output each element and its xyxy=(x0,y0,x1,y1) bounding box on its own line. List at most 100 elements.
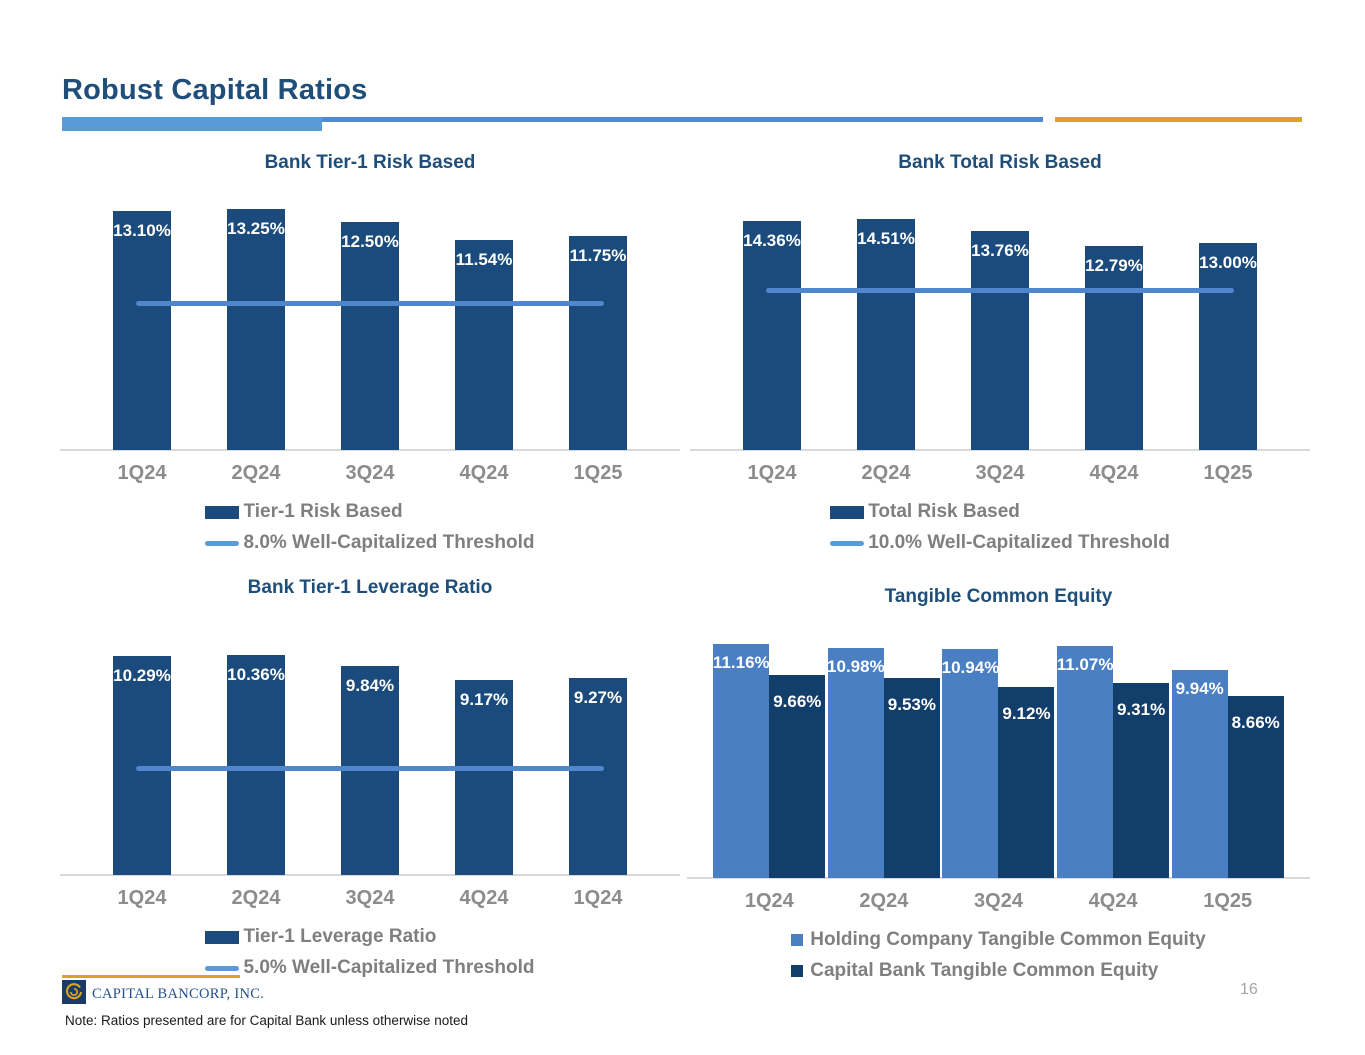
bar-value-label: 9.84% xyxy=(345,675,395,695)
chart-bank-total-risk-based: Bank Total Risk Based 14.36% 14.51% 13.76%… xyxy=(690,150,1310,563)
chart-title: Bank Total Risk Based xyxy=(898,152,1102,173)
x-axis: 1Q24 2Q24 3Q24 4Q24 1Q25 xyxy=(85,462,655,485)
bar-total-risk-based-1q24: 14.36% xyxy=(743,221,801,450)
bar-group-3q24-2: 9.84% xyxy=(313,620,427,875)
bar-tier-1-risk-based-3q24: 12.50% xyxy=(341,222,399,450)
footnote: Note: Ratios presented are for Capital B… xyxy=(65,1013,468,1028)
x-axis-label-0: 1Q24 xyxy=(117,887,167,909)
bar-group-1q24-0: 14.36% xyxy=(715,195,829,450)
x-axis-label-2: 3Q24 xyxy=(345,462,395,484)
bar-value-label: 13.00% xyxy=(1199,252,1257,272)
bar-tier-1-risk-based-1q25: 11.75% xyxy=(569,235,627,450)
chart-title: Bank Tier-1 Leverage Ratio xyxy=(247,577,493,598)
x-axis-label-1: 2Q24 xyxy=(861,462,911,484)
bar-capital-bank-tangible-common-equity-3q24: 9.12% xyxy=(998,686,1055,878)
threshold-line xyxy=(136,301,604,307)
legend: Tier-1 Risk Based 8.0% Well-Capitalized T… xyxy=(205,501,535,563)
bar-value-label: 9.31% xyxy=(1116,699,1166,719)
x-axis-label-1: 2Q24 xyxy=(231,887,281,909)
bar-total-risk-based-4q24: 12.79% xyxy=(1085,246,1143,450)
bar-value-label: 10.29% xyxy=(113,666,171,686)
bar-value-label: 11.16% xyxy=(712,652,770,672)
legend-line-swatch xyxy=(830,540,865,546)
bar-value-label: 8.66% xyxy=(1231,713,1280,733)
bar-value-label: 11.07% xyxy=(1056,654,1114,674)
company-logo: CAPITAL BANCORP, INC. xyxy=(62,975,264,1009)
x-axis-label-0: 1Q24 xyxy=(117,462,167,484)
bar-value-label: 10.36% xyxy=(227,664,285,684)
bar-value-label: 9.53% xyxy=(887,695,936,715)
chart-title: Bank Tier-1 Risk Based xyxy=(264,152,476,173)
bar-total-risk-based-3q24: 13.76% xyxy=(971,230,1029,450)
legend-label: Tier-1 Leverage Ratio xyxy=(243,926,437,947)
bar-holding-company-tangible-common-equity-4q24: 11.07% xyxy=(1056,645,1114,878)
legend-label: 8.0% Well-Capitalized Threshold xyxy=(243,532,535,553)
x-axis-label-3: 4Q24 xyxy=(1088,890,1138,912)
x-axis-label-4: 1Q25 xyxy=(573,462,623,484)
bar-holding-company-tangible-common-equity-1q24: 11.16% xyxy=(712,643,770,878)
plot-area: 11.16% 9.66% 10.98% 9.53% 10.94% 9.12% 11.07% 9… xyxy=(687,620,1310,879)
bar-value-label: 9.12% xyxy=(1002,703,1051,723)
bar-holding-company-tangible-common-equity-3q24: 10.94% xyxy=(941,648,1000,878)
bar-value-label: 13.25% xyxy=(227,218,285,238)
x-axis-label-2: 3Q24 xyxy=(975,462,1025,484)
bar-group-3q24-2: 10.94% 9.12% xyxy=(941,620,1056,878)
legend: Total Risk Based 10.0% Well-Capitalized T… xyxy=(830,501,1170,563)
bar-group-1q24-0: 10.29% xyxy=(85,620,199,875)
logo-gold-line xyxy=(62,975,240,978)
bar-group-2q24-1: 10.36% xyxy=(199,620,313,875)
bar-group-2q24-1: 13.25% xyxy=(199,195,313,450)
legend-label: Total Risk Based xyxy=(868,501,1020,522)
bar-tier-1-leverage-ratio-1q24: 10.29% xyxy=(113,656,171,875)
bar-holding-company-tangible-common-equity-1q25: 9.94% xyxy=(1171,669,1228,878)
plot-area: 10.29% 10.36% 9.84% 9.17% 9.27% xyxy=(60,620,680,876)
legend-label: Capital Bank Tangible Common Equity xyxy=(810,960,1159,981)
bar-value-label: 9.17% xyxy=(459,690,509,710)
bar-group-3q24-2: 12.50% xyxy=(313,195,427,450)
title-underline-gold-line xyxy=(1055,117,1302,122)
x-axis-label-1: 2Q24 xyxy=(859,890,909,912)
legend-item-total-risk-based: Total Risk Based xyxy=(830,501,1170,523)
bar-value-label: 10.94% xyxy=(941,657,1000,677)
bar-total-risk-based-2q24: 14.51% xyxy=(857,218,915,450)
x-axis-label-4: 1Q24 xyxy=(573,887,623,909)
bar-group-4q24-3: 9.17% xyxy=(427,620,541,875)
legend-line-swatch xyxy=(205,965,240,971)
title-underline-blue-line xyxy=(62,117,1043,122)
bar-value-label: 14.51% xyxy=(857,228,915,248)
legend-swatch xyxy=(205,930,240,944)
plot-area: 14.36% 14.51% 13.76% 12.79% 13.00% xyxy=(690,195,1310,451)
bar-group-1q25-4: 9.94% 8.66% xyxy=(1170,620,1285,878)
bar-group-2q24-1: 10.98% 9.53% xyxy=(827,620,942,878)
threshold-line xyxy=(136,765,604,771)
legend-item-holding-company-tangible-common-equity: Holding Company Tangible Common Equity xyxy=(791,929,1206,951)
bar-capital-bank-tangible-common-equity-1q24: 9.66% xyxy=(769,675,826,878)
threshold-line xyxy=(766,287,1234,293)
bar-group-1q25-4: 13.00% xyxy=(1171,195,1285,450)
bar-value-label: 9.94% xyxy=(1175,678,1224,698)
legend-line-swatch xyxy=(205,540,240,546)
bar-group-1q25-4: 11.75% xyxy=(541,195,655,450)
page-title: Robust Capital Ratios xyxy=(62,74,368,106)
bar-total-risk-based-1q25: 13.00% xyxy=(1199,242,1257,450)
bar-tier-1-risk-based-1q24: 13.10% xyxy=(113,211,171,450)
legend-swatch xyxy=(205,505,240,519)
x-axis-label-4: 1Q25 xyxy=(1203,890,1253,912)
legend: Holding Company Tangible Common Equity Ca… xyxy=(791,929,1206,991)
bar-group-4q24-3: 12.79% xyxy=(1057,195,1171,450)
x-axis: 1Q24 2Q24 3Q24 4Q24 1Q24 xyxy=(85,887,655,910)
legend-label: 10.0% Well-Capitalized Threshold xyxy=(868,532,1170,553)
chart-tangible-common-equity: Tangible Common Equity 11.16% 9.66% 10.98%… xyxy=(687,575,1310,991)
bar-capital-bank-tangible-common-equity-1q25: 8.66% xyxy=(1227,696,1284,878)
bar-value-label: 9.66% xyxy=(773,692,822,712)
bar-value-label: 12.79% xyxy=(1085,256,1143,276)
bar-value-label: 13.76% xyxy=(971,240,1029,260)
legend-swatch xyxy=(791,965,804,977)
legend-label: Tier-1 Risk Based xyxy=(243,501,403,522)
bar-value-label: 11.54% xyxy=(455,249,513,269)
bar-group-2q24-1: 14.51% xyxy=(829,195,943,450)
plot-area: 13.10% 13.25% 12.50% 11.54% 11.75% xyxy=(60,195,680,451)
x-axis: 1Q24 2Q24 3Q24 4Q24 1Q25 xyxy=(715,462,1285,485)
chart-bank-tier1-leverage-ratio: Bank Tier-1 Leverage Ratio 10.29% 10.36% 9… xyxy=(60,575,680,988)
legend-item-threshold: 5.0% Well-Capitalized Threshold xyxy=(205,957,535,979)
